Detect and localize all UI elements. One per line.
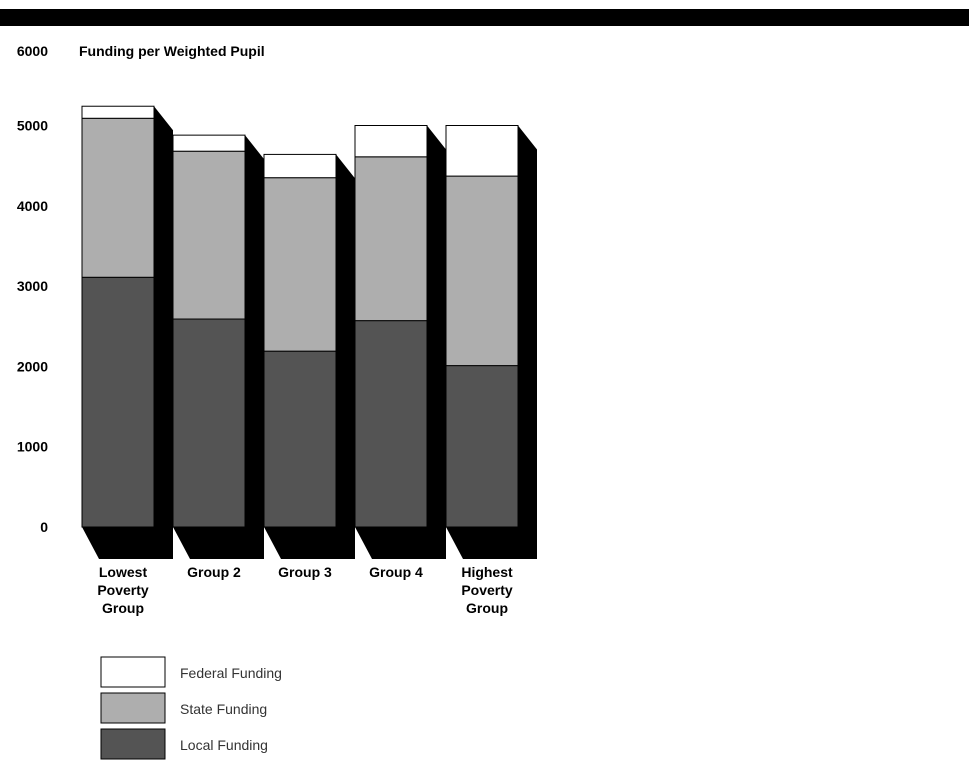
bar-segment-local-funding	[263, 350, 337, 528]
legend-label: Local Funding	[180, 737, 268, 753]
bar-segment-state-funding	[81, 117, 155, 278]
y-tick-label: 1000	[17, 439, 48, 455]
category-label: Highest	[461, 564, 513, 580]
category-labels: Lowest Poverty Group Group 2 Group 3 Group 4 H…	[97, 564, 513, 616]
header-bar	[0, 9, 969, 26]
bar-segment-local-funding	[354, 320, 428, 528]
bar-segment-federal-funding	[263, 153, 337, 179]
legend-swatch	[100, 728, 166, 760]
category-label: Group 2	[187, 564, 241, 580]
category-label: Group 4	[369, 564, 423, 580]
y-tick-label: 6000	[17, 43, 48, 59]
bar-segment-local-funding	[172, 318, 246, 528]
category-label: Poverty	[97, 582, 149, 598]
category-label: Group	[466, 600, 508, 616]
category-label: Group 3	[278, 564, 332, 580]
y-tick-label: 4000	[17, 198, 48, 214]
bar-segment-state-funding	[263, 177, 337, 352]
y-tick-label: 2000	[17, 358, 48, 374]
bar-segment-local-funding	[445, 365, 519, 528]
bars	[81, 105, 537, 560]
bar-segment-federal-funding	[445, 125, 519, 177]
y-tick-label: 5000	[17, 118, 48, 134]
bar-segment-federal-funding	[172, 134, 246, 152]
bar-segment-local-funding	[81, 276, 155, 528]
legend-label: Federal Funding	[180, 665, 282, 681]
legend: Federal Funding State Funding Local Fundin…	[100, 656, 282, 760]
bar-segment-federal-funding	[81, 105, 155, 119]
y-axis-ticks: 0 1000 2000 3000 4000 5000 6000	[17, 43, 48, 535]
y-tick-label: 0	[40, 519, 48, 535]
category-label: Lowest	[99, 564, 148, 580]
legend-swatch	[100, 656, 166, 688]
bar-segment-state-funding	[445, 175, 519, 367]
legend-label: State Funding	[180, 701, 267, 717]
category-label: Group	[102, 600, 144, 616]
chart-title: Funding per Weighted Pupil	[79, 43, 265, 59]
bar-segment-state-funding	[354, 156, 428, 322]
category-label: Poverty	[461, 582, 513, 598]
bar-segment-state-funding	[172, 150, 246, 320]
y-tick-label: 3000	[17, 278, 48, 294]
bar-segment-federal-funding	[354, 125, 428, 158]
legend-swatch	[100, 692, 166, 724]
